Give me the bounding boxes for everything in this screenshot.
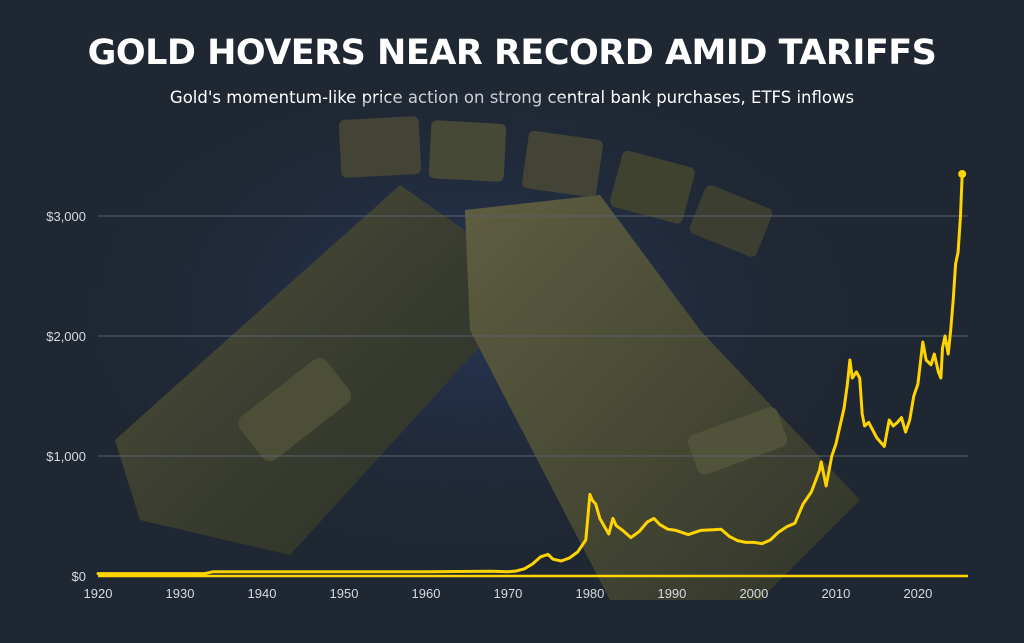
y-tick-label: $0: [72, 569, 86, 584]
x-axis-ticks: 1920 1930 1940 1950 1960 1970 1980 1990 2000 2010…: [84, 586, 933, 601]
x-tick-label: 1930: [166, 586, 195, 601]
x-tick-label: 1970: [493, 586, 522, 601]
gridlines: [98, 215, 968, 578]
x-tick-label: 2010: [821, 586, 850, 601]
x-tick-label: 1980: [575, 586, 604, 601]
x-tick-label: 1940: [248, 586, 277, 601]
x-tick-label: 2020: [903, 586, 932, 601]
x-tick-label: 1950: [330, 586, 359, 601]
page-title: GOLD HOVERS NEAR RECORD AMID TARIFFS: [87, 33, 937, 73]
y-axis-ticks: $0 $1,000 $2,000 $3,000: [46, 209, 86, 584]
x-tick-label: 1920: [84, 586, 113, 601]
y-tick-label: $1,000: [46, 449, 86, 464]
gold-price-line: [96, 172, 964, 576]
y-tick-label: $3,000: [46, 209, 86, 224]
x-tick-label: 1990: [657, 586, 686, 601]
gold-bars-background-image: [90, 90, 860, 600]
y-tick-label: $2,000: [46, 329, 86, 344]
x-tick-label: 2000: [739, 586, 768, 601]
latest-price-marker: [958, 170, 967, 178]
x-tick-label: 1960: [412, 586, 441, 601]
